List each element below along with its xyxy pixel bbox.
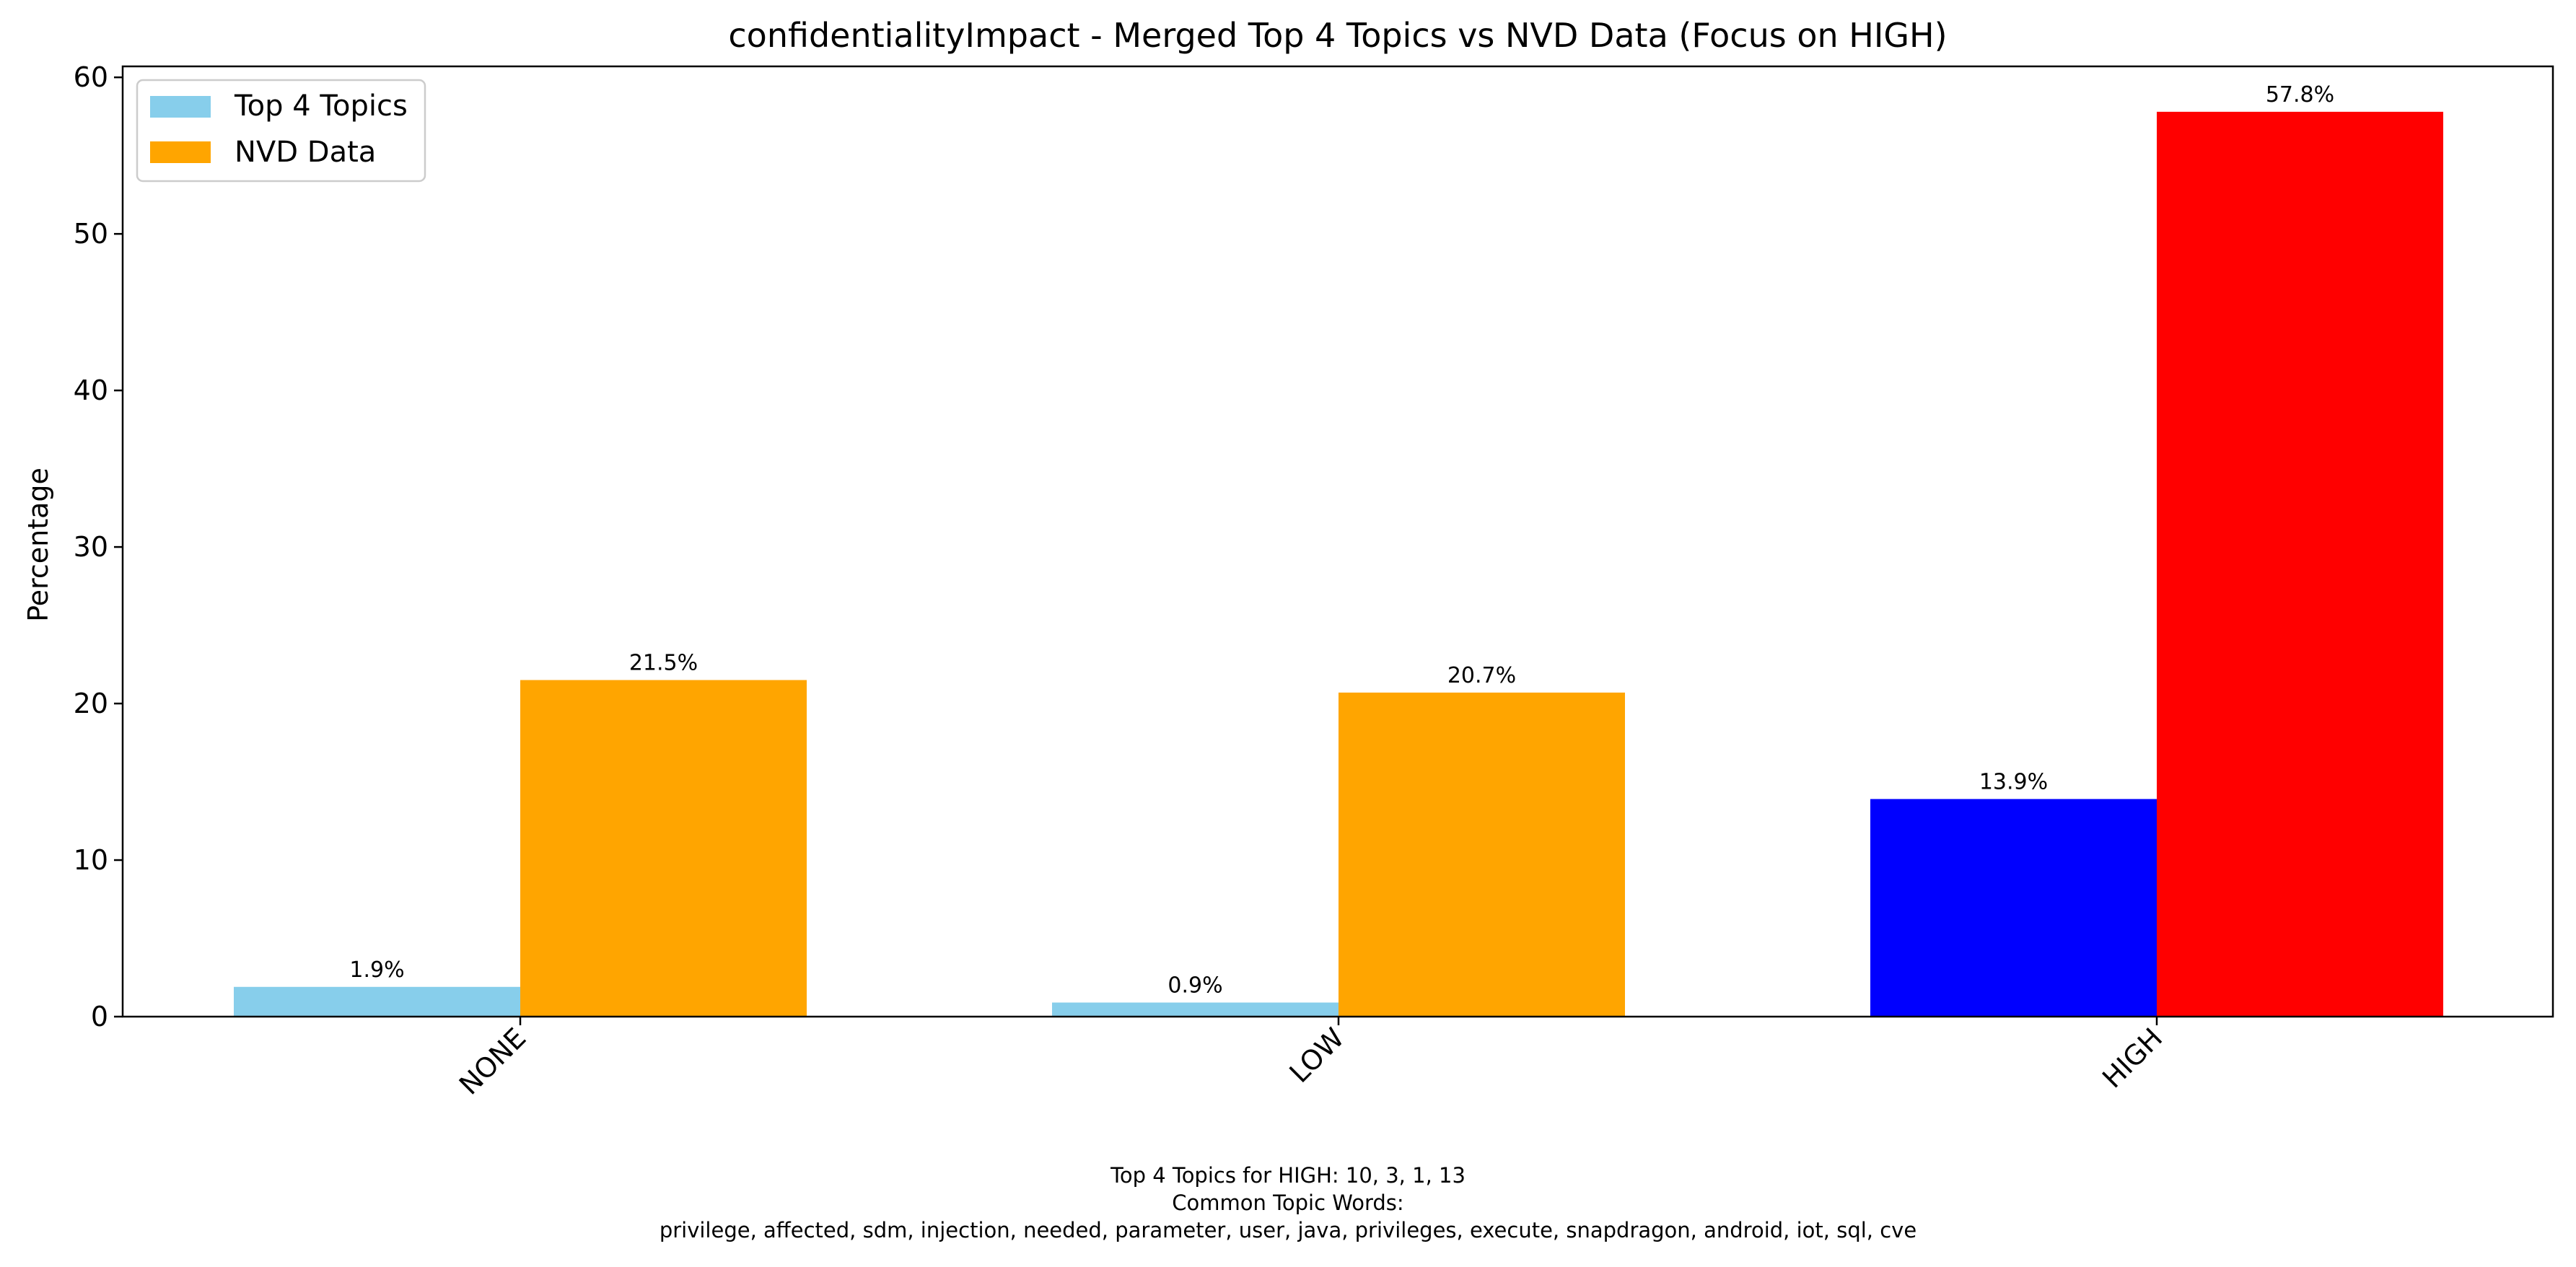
chart-title: confidentialityImpact - Merged Top 4 Top…: [728, 16, 1947, 55]
footer-topics: Top 4 Topics for HIGH: 10, 3, 1, 13: [1110, 1163, 1466, 1188]
x-axis-ticks: NONE LOW HIGH: [453, 1017, 2168, 1101]
data-label-nvd-none: 21.5%: [629, 651, 698, 676]
x-tick-label-high: HIGH: [2096, 1022, 2168, 1094]
y-tick-label: 10: [74, 844, 108, 876]
bar-nvd-low: [1339, 692, 1625, 1017]
legend-label-top4: Top 4 Topics: [234, 89, 408, 123]
data-label-top4-low: 0.9%: [1167, 973, 1222, 998]
legend-label-nvd: NVD Data: [235, 136, 376, 169]
data-label-top4-none: 1.9%: [349, 957, 404, 983]
bars: [234, 111, 2443, 1017]
bar-nvd-none: [520, 680, 807, 1017]
legend-swatch-nvd: [150, 141, 211, 163]
y-axis-ticks: 0 10 20 30 40 50 60: [74, 61, 123, 1033]
y-axis-label: Percentage: [22, 468, 54, 622]
y-tick-label: 20: [74, 688, 108, 719]
legend: Top 4 Topics NVD Data: [136, 79, 426, 183]
data-labels: 1.9% 0.9% 13.9% 21.5% 20.7% 57.8%: [349, 82, 2334, 999]
footer-words-heading: Common Topic Words:: [1172, 1191, 1404, 1215]
bar-top4-none: [234, 986, 520, 1017]
data-label-top4-high: 13.9%: [1979, 769, 2048, 794]
bar-nvd-high: [2157, 111, 2443, 1017]
data-label-nvd-high: 57.8%: [2266, 82, 2334, 108]
bar-top4-high: [1870, 799, 2157, 1017]
bar-top4-low: [1052, 1002, 1339, 1017]
y-tick-label: 60: [74, 61, 108, 93]
footer-words: privilege, affected, sdm, injection, nee…: [659, 1218, 1917, 1242]
x-tick-label-low: LOW: [1284, 1022, 1351, 1089]
y-tick-label: 40: [74, 374, 108, 406]
y-tick-label: 50: [74, 218, 108, 250]
y-tick-label: 30: [74, 531, 108, 563]
plot-frame: [121, 65, 2554, 1018]
x-tick-label-none: NONE: [453, 1022, 532, 1100]
legend-swatch-top4: [150, 96, 211, 118]
data-label-nvd-low: 20.7%: [1447, 663, 1516, 688]
y-tick-label: 0: [91, 1001, 108, 1033]
